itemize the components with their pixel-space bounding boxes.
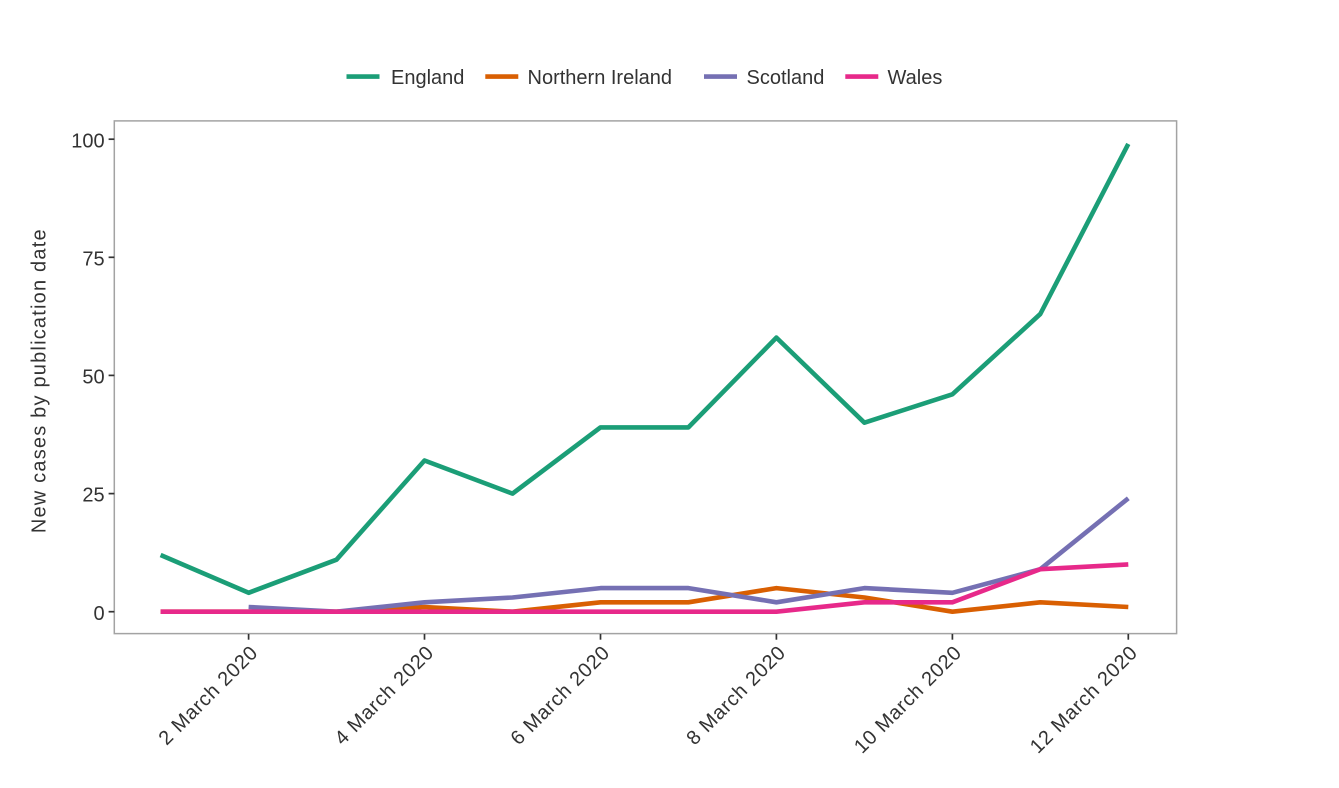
svg-text:England: England <box>391 67 464 89</box>
svg-text:50: 50 <box>82 367 104 389</box>
svg-text:Wales: Wales <box>888 67 943 89</box>
svg-text:0: 0 <box>93 603 104 625</box>
svg-text:Scotland: Scotland <box>747 67 825 89</box>
svg-text:100: 100 <box>71 130 104 152</box>
svg-text:Northern Ireland: Northern Ireland <box>528 67 673 89</box>
svg-text:25: 25 <box>82 485 104 507</box>
svg-text:75: 75 <box>82 248 104 270</box>
svg-text:New cases by publication date: New cases by publication date <box>29 228 51 533</box>
